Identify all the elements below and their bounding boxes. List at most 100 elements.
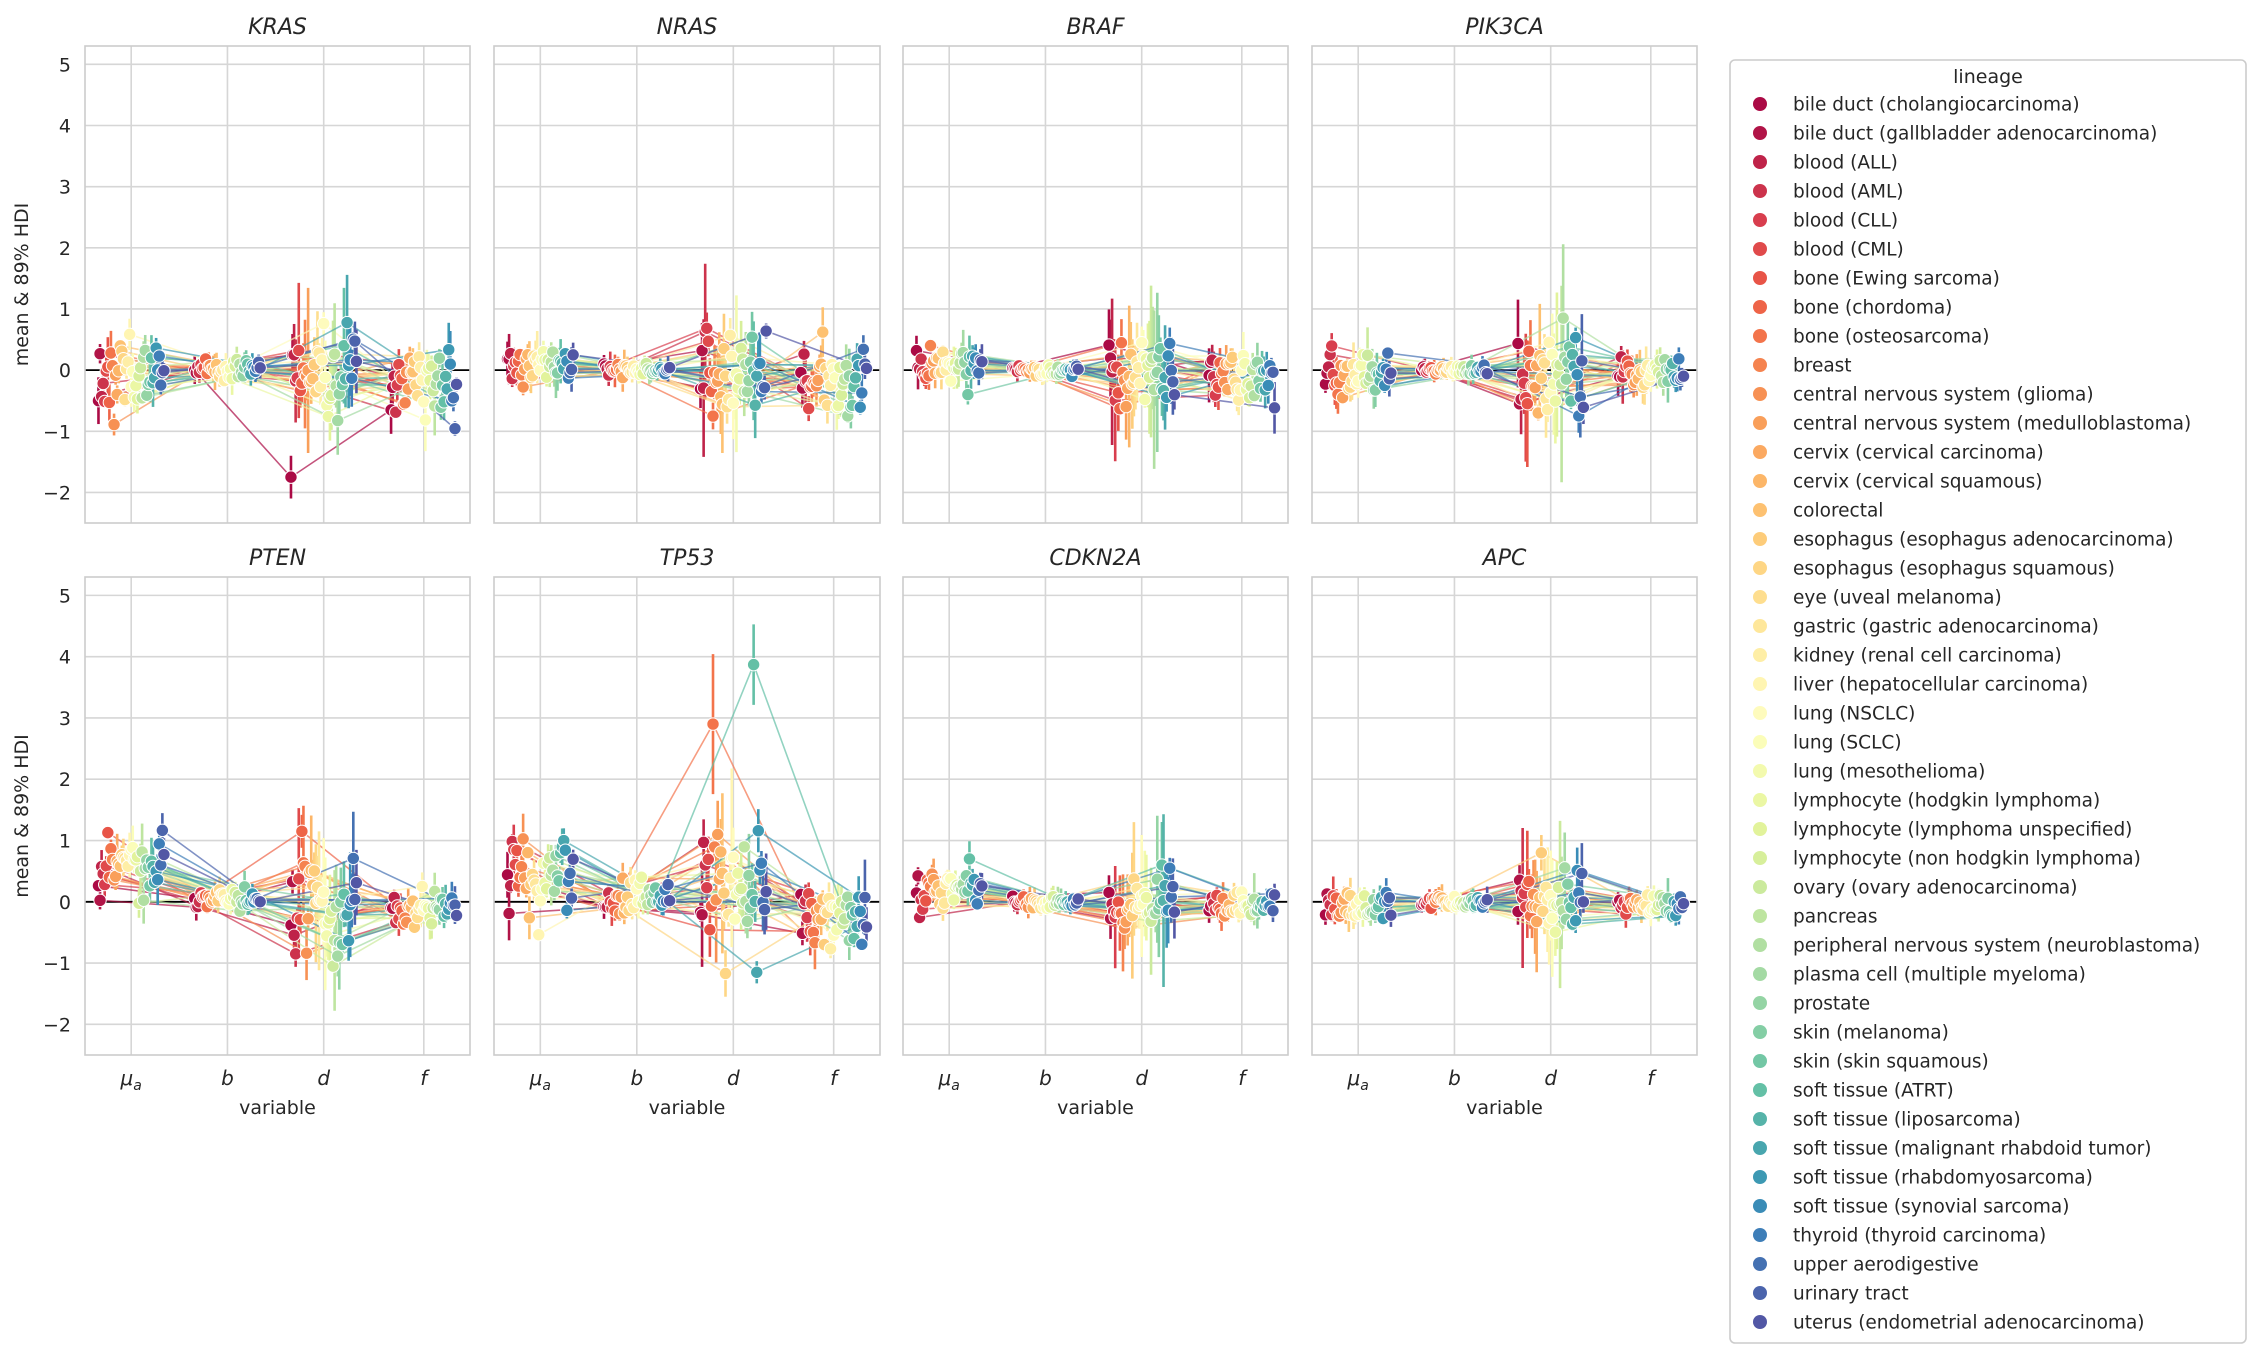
- mean-point: [1102, 885, 1116, 900]
- x-tick-label: d: [727, 1066, 740, 1090]
- mean-point: [157, 363, 171, 378]
- y-tick-label: 1: [59, 831, 71, 853]
- mean-point: [1542, 335, 1556, 350]
- mean-point: [975, 879, 989, 893]
- panel-frame: [1311, 45, 1698, 524]
- y-tick-label: 5: [59, 585, 71, 607]
- mean-point: [432, 351, 447, 365]
- legend-entry: lung (NSCLC): [1753, 704, 1915, 725]
- mean-point: [661, 877, 675, 892]
- mean-point: [1139, 890, 1154, 905]
- legend-label: bone (chordoma): [1793, 298, 1952, 319]
- x-tick-label: b: [1448, 1066, 1461, 1090]
- legend-label: blood (CML): [1793, 240, 1904, 261]
- legend-label: cervix (cervical squamous): [1793, 472, 2042, 493]
- y-tick-label: −2: [43, 482, 71, 504]
- legend-label: soft tissue (liposarcoma): [1793, 1110, 2021, 1131]
- legend-entry: soft tissue (ATRT): [1753, 1081, 1954, 1102]
- legend-marker: [1753, 851, 1767, 865]
- mean-point: [533, 894, 548, 908]
- mean-point: [757, 380, 772, 395]
- mean-point: [1135, 335, 1149, 350]
- mean-point: [418, 413, 433, 427]
- mean-point: [745, 330, 759, 344]
- mean-point: [944, 374, 958, 388]
- mean-point: [1266, 365, 1280, 379]
- legend-entry: upper aerodigestive: [1753, 1255, 1979, 1276]
- mean-point: [701, 852, 716, 867]
- legend-entry: bile duct (cholangiocarcinoma): [1753, 95, 2080, 116]
- legend-label: bile duct (gallbladder adenocarcinoma): [1793, 124, 2157, 145]
- mean-point: [797, 347, 811, 361]
- mean-point: [449, 908, 464, 923]
- mean-point: [253, 361, 267, 375]
- mean-point: [1167, 905, 1182, 919]
- x-axis-label: variable: [239, 1097, 316, 1119]
- mean-point: [1266, 904, 1280, 918]
- legend-entry: lung (mesothelioma): [1753, 762, 1985, 783]
- mean-point: [510, 843, 524, 858]
- legend-label: plasma cell (multiple myeloma): [1793, 965, 2086, 986]
- panel-frame: [493, 45, 881, 524]
- mean-point: [438, 369, 453, 384]
- mean-point: [700, 880, 714, 895]
- x-tick-label: d: [317, 1066, 330, 1090]
- legend-label: esophagus (esophagus adenocarcinoma): [1793, 530, 2174, 551]
- mean-point: [152, 349, 166, 363]
- legend-entry: kidney (renal cell carcinoma): [1753, 646, 2062, 667]
- legend-label: skin (melanoma): [1793, 1023, 1949, 1044]
- series-line: [551, 845, 846, 920]
- legend-marker: [1753, 445, 1767, 459]
- panel-frame: [902, 45, 1289, 524]
- panel-title: BRAF: [1066, 15, 1124, 40]
- mean-point: [1071, 892, 1085, 906]
- x-tick-label: μa: [529, 1066, 551, 1094]
- panel-title: KRAS: [248, 15, 307, 40]
- legend-marker: [1753, 184, 1767, 198]
- legend-entry: plasma cell (multiple myeloma): [1753, 965, 2086, 986]
- legend-entry: soft tissue (rhabdomyosarcoma): [1753, 1168, 2093, 1189]
- mean-point: [299, 946, 314, 960]
- y-axis-label: mean & 89% HDI: [11, 203, 33, 367]
- legend-marker: [1753, 938, 1767, 952]
- mean-point: [856, 342, 871, 356]
- legend-frame: [1729, 59, 2247, 1344]
- mean-point: [1575, 354, 1589, 368]
- legend-label: blood (ALL): [1793, 153, 1898, 174]
- mean-point: [345, 371, 359, 385]
- legend-entry: lymphocyte (lymphoma unspecified): [1753, 820, 2132, 841]
- panel-frame: [84, 45, 471, 524]
- legend-entry: pancreas: [1753, 907, 1878, 928]
- legend-marker: [1753, 242, 1767, 256]
- mean-point: [317, 316, 331, 331]
- series-line: [560, 662, 855, 939]
- x-tick-label: f: [830, 1066, 840, 1090]
- mean-point: [346, 851, 361, 866]
- mean-point: [514, 859, 529, 874]
- mean-point: [154, 378, 168, 392]
- mean-point: [1534, 846, 1549, 860]
- panel-braf: BRAF: [902, 15, 1289, 524]
- mean-point: [284, 470, 298, 484]
- legend-entry: peripheral nervous system (neuroblastoma…: [1753, 936, 2200, 957]
- mean-point: [107, 417, 121, 432]
- mean-point: [155, 823, 170, 838]
- x-tick-label: f: [1238, 1066, 1248, 1090]
- mean-point: [287, 928, 301, 942]
- mean-point: [754, 856, 769, 870]
- panel-tp53: TP53 μa b d f variable: [493, 546, 881, 1119]
- mean-point: [1119, 399, 1133, 414]
- legend-entry: lymphocyte (hodgkin lymphoma): [1753, 791, 2100, 812]
- mean-point: [136, 893, 151, 907]
- y-tick-label: 2: [59, 238, 71, 260]
- panel-kras: KRAS −2 −1 0 1 2 3 4 5 mean & 89% HDI: [11, 15, 471, 524]
- legend-marker: [1753, 329, 1767, 343]
- series-line: [1362, 353, 1656, 402]
- legend-entry: liver (hepatocellular carcinoma): [1753, 675, 2088, 696]
- mean-point: [1138, 392, 1152, 407]
- mean-point: [1071, 362, 1085, 376]
- series-line: [952, 892, 1246, 908]
- mean-point: [446, 391, 461, 405]
- mean-point: [1548, 925, 1563, 939]
